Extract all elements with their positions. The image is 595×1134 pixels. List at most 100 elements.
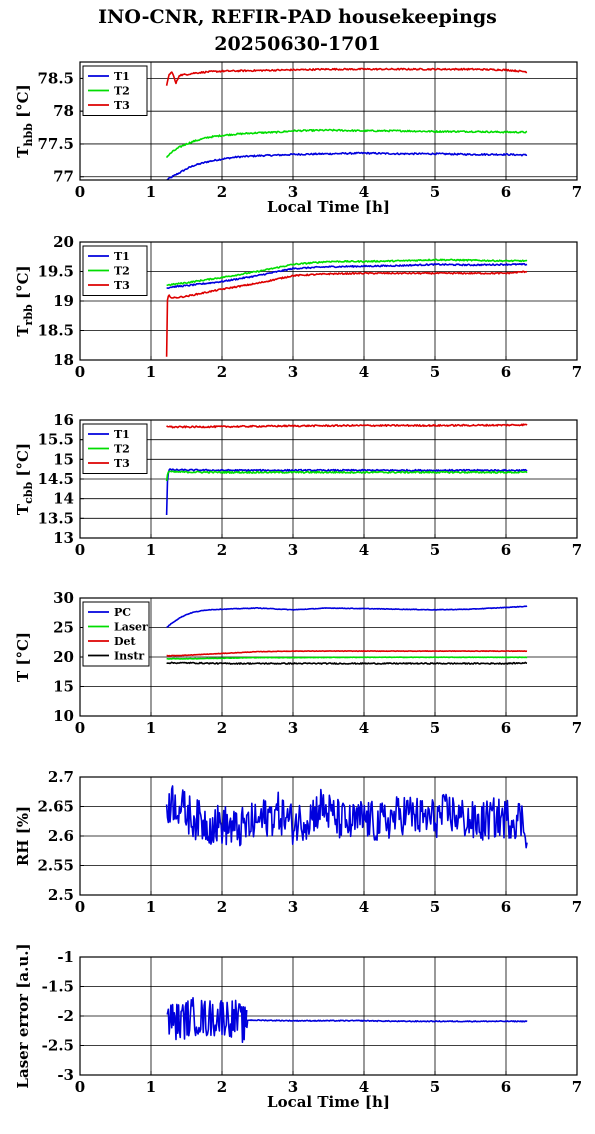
series-line-instr [166,661,528,665]
x-tick-label: 6 [501,183,511,201]
x-tick-label: 0 [75,1078,85,1096]
x-tick-label: 3 [288,719,298,737]
y-tick-label: 15 [53,450,74,468]
x-tick-label: 7 [572,1078,582,1096]
legend-label: T3 [114,457,130,470]
x-tick-label: 6 [501,719,511,737]
x-tick-label: 2 [217,1078,227,1096]
series-line-t3 [166,423,528,429]
y-axis-label: Thbb [°C] [14,84,35,157]
x-tick-label: 3 [288,363,298,381]
y-tick-label: -1 [57,948,74,966]
y-tick-label: 77.5 [37,135,74,153]
y-axis-label-unit: [°C] [14,443,32,482]
y-axis-label-subscript: rbb [22,304,35,325]
series-group [165,785,528,849]
panel-6: 0 1 2 3 4 5 6 7 -3 -2.5 -2 -1.5 -1 Local Time [h] Lase… [14,943,582,1111]
chart-title-line-2: 20250630-1701 [214,33,381,55]
y-tick-label: 19 [53,292,74,310]
series-group [166,997,528,1044]
series-line-laser [166,656,528,660]
x-tick-label: 2 [217,541,227,559]
y-tick-label: 2.5 [48,886,74,904]
y-tick-label: 78.5 [37,69,74,87]
y-tick-label: 18.5 [37,322,74,340]
x-tick-label: 1 [146,541,156,559]
series-group [165,67,528,180]
x-tick-label: 4 [359,719,369,737]
legend-label: Instr [114,650,144,663]
y-axis-label-unit: [°C] [14,84,32,123]
y-tick-label: 13.5 [37,509,74,527]
x-tick-label: 5 [430,363,440,381]
y-tick-label: 2.55 [37,857,74,875]
series-line-t2 [166,258,528,287]
x-tick-label: 6 [501,898,511,916]
y-tick-label: -2 [57,1007,74,1025]
plot-frame [79,61,578,181]
x-tick-label: 1 [146,363,156,381]
y-axis-label-subscript: hbb [22,123,35,147]
panel-5: 0 1 2 3 4 5 6 7 2.5 2.55 2.6 2.65 2.7 RH [%] [14,768,582,916]
y-tick-label: 77 [53,168,74,186]
x-tick-label: 1 [146,183,156,201]
x-tick-label: 3 [288,1078,298,1096]
y-axis-label-unit: [°C] [14,265,32,304]
y-axis-label-main: T [14,325,32,337]
x-tick-label: 4 [359,363,369,381]
legend-label: T3 [114,99,130,112]
x-tick-label: 5 [430,1078,440,1096]
y-tick-label: 2.6 [48,827,74,845]
y-axis-label-main: RH [%] [14,806,32,866]
y-axis-label-main: T [14,146,32,158]
legend-label: T1 [114,250,130,263]
legend-label: T2 [114,443,130,456]
y-tick-label: 25 [53,619,74,637]
y-axis-label: T [°C] [14,632,32,682]
legend-label: T1 [114,70,130,83]
y-tick-label: 10 [53,707,74,725]
series-line-2 [246,1019,528,1029]
legend-label: Laser [114,621,148,634]
y-axis-label: Laser error [a.u.] [14,943,32,1088]
y-tick-label: 15.5 [37,431,74,449]
y-tick-label: 14 [53,490,74,508]
x-tick-label: 0 [75,541,85,559]
series-line-1 [166,997,248,1044]
x-tick-label: 7 [572,541,582,559]
y-tick-label: 20 [53,233,74,251]
y-axis-label-main: T [°C] [14,632,32,682]
chart-title-line-1: INO-CNR, REFIR-PAD housekeepings [98,6,497,28]
y-tick-label: 30 [53,589,74,607]
series-line-1 [165,785,528,849]
x-tick-label: 5 [430,898,440,916]
y-tick-label: 16 [53,411,74,429]
y-tick-label: -3 [57,1066,74,1084]
y-tick-label: 13 [53,529,74,547]
series-line-t2 [165,470,528,482]
y-tick-label: 19.5 [37,263,74,281]
series-line-t3 [165,270,528,357]
x-tick-label: 3 [288,183,298,201]
x-tick-label: 1 [146,898,156,916]
y-axis-label-main: T [14,503,32,515]
legend-label: Det [114,635,137,648]
x-tick-label: 5 [430,541,440,559]
y-tick-label: 20 [53,648,74,666]
y-axis-label: RH [%] [14,806,32,866]
series-line-det [166,650,528,657]
x-tick-label: 7 [572,898,582,916]
y-tick-label: 18 [53,351,74,369]
series-group [165,423,528,516]
x-tick-label: 4 [359,898,369,916]
x-tick-label: 1 [146,1078,156,1096]
